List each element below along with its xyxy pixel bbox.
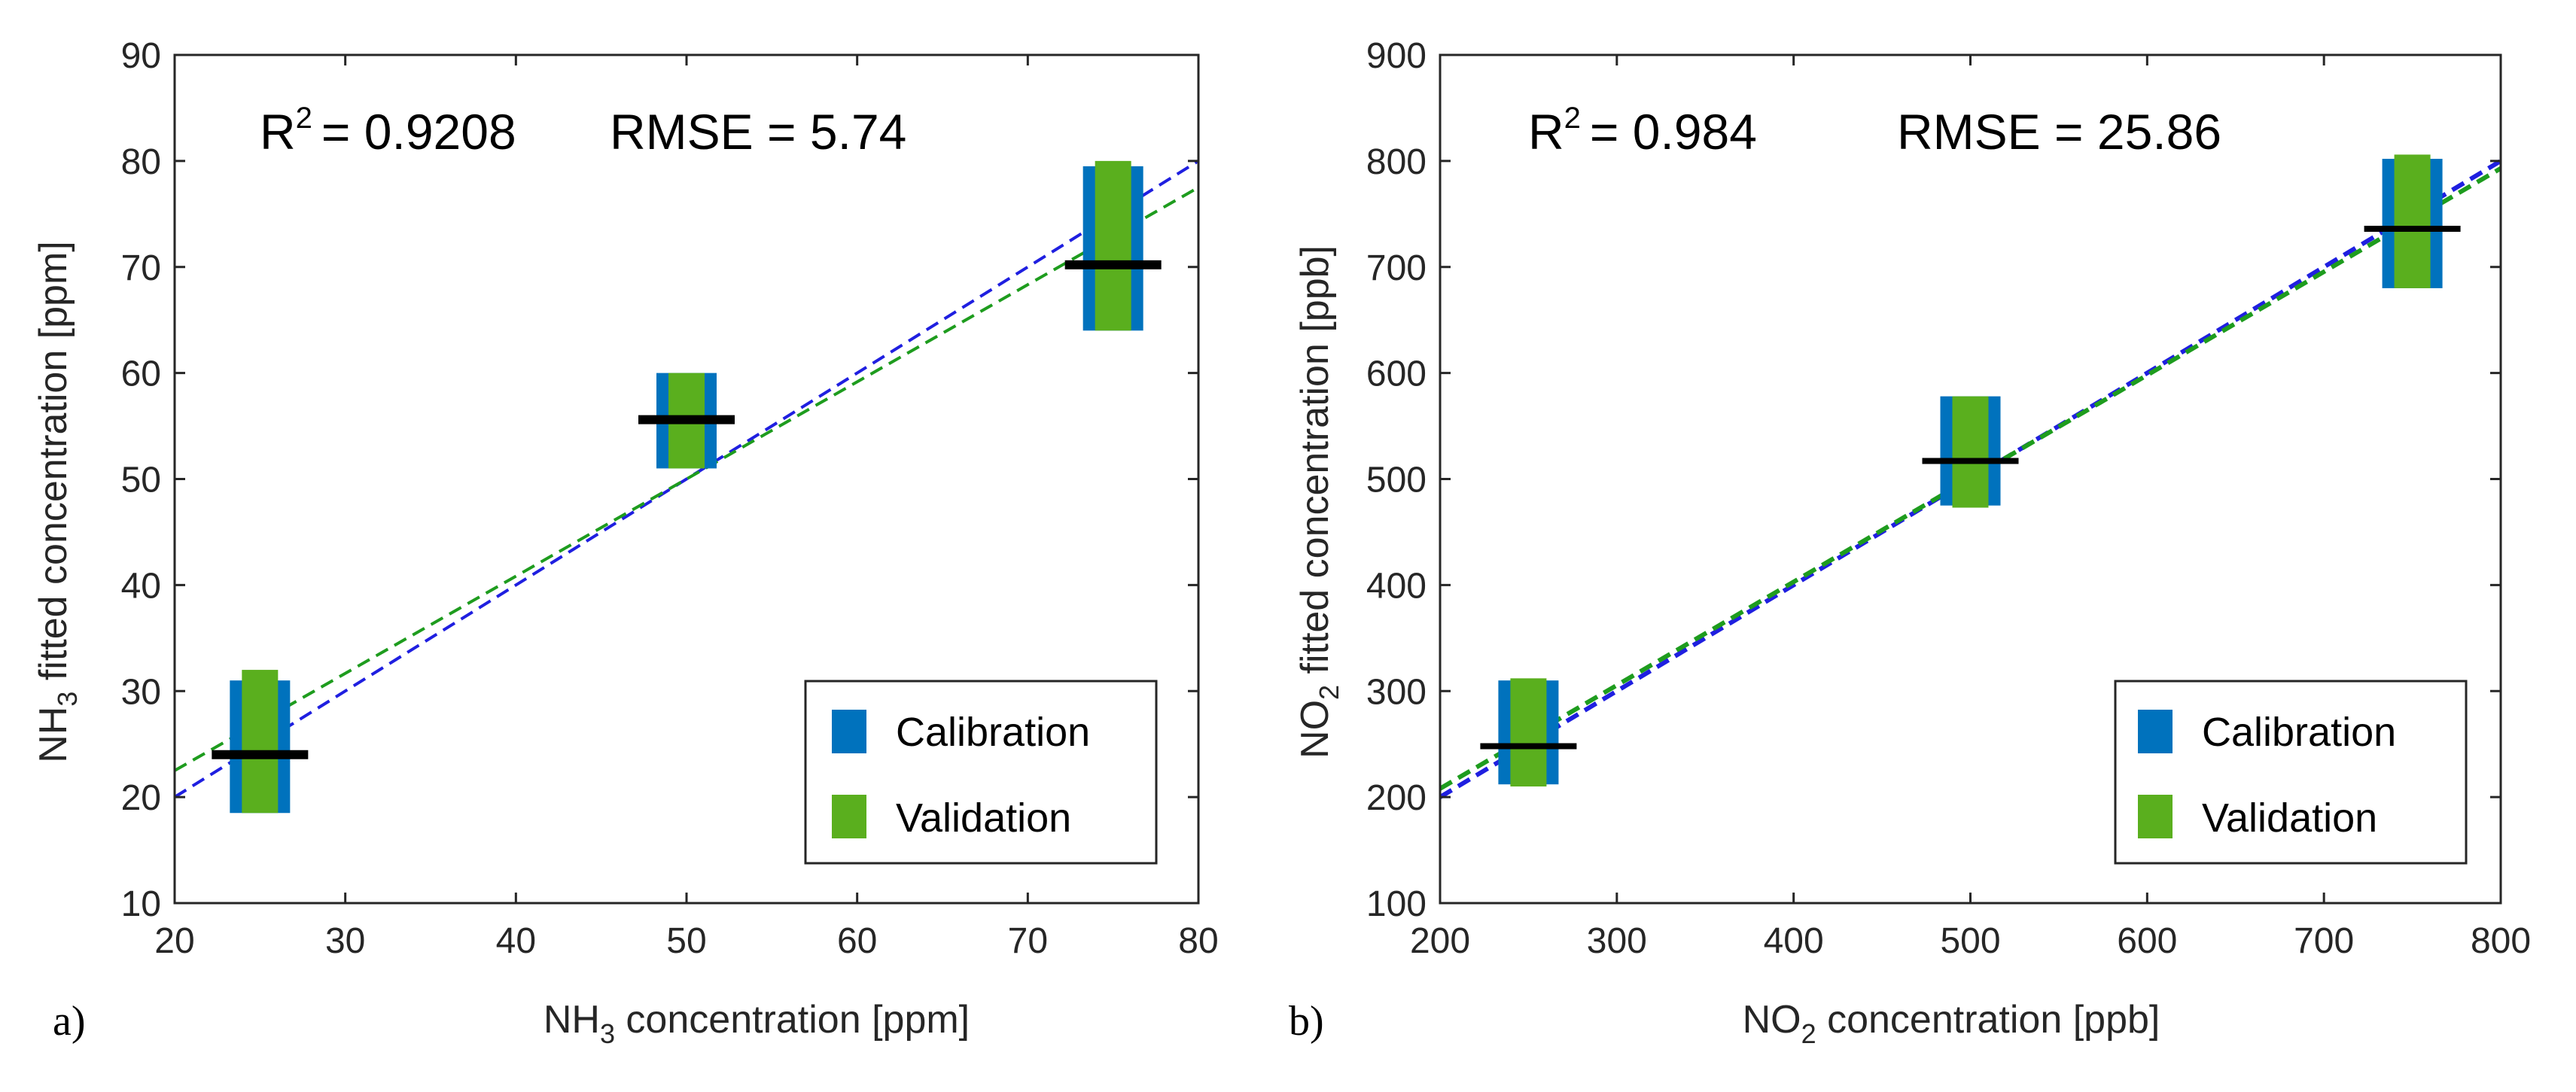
x-tick-label: 70: [1008, 921, 1048, 961]
x-tick-label: 600: [2117, 921, 2177, 961]
y-tick-label: 700: [1366, 248, 1427, 288]
validation-bar: [242, 670, 279, 814]
legend: Calibration Validation: [804, 680, 1158, 865]
legend-swatch-calibration: [2138, 710, 2173, 753]
y-tick-label: 10: [121, 884, 161, 924]
validation-bar: [1510, 678, 1547, 787]
x-tick-label: 400: [1764, 921, 1824, 961]
chart-no2: 200 300 400 500 600 700 8001002003004005006007…: [1289, 36, 2531, 1049]
validation-bar: [1095, 160, 1131, 331]
x-tick-label: 700: [2294, 921, 2354, 961]
range-bars: [1480, 154, 2461, 787]
y-tick-label: 400: [1366, 566, 1427, 606]
panel-label: a): [53, 998, 86, 1045]
validation-bar: [1952, 396, 1989, 508]
r2-label: R2 = 0.9208: [260, 102, 516, 160]
fit-lines: [173, 160, 1200, 798]
x-tick-label: 800: [2471, 921, 2531, 961]
y-axis-label: NH3 fitted concentration [ppm]: [32, 241, 83, 762]
legend-label-validation: Validation: [896, 795, 1071, 841]
y-tick-label: 100: [1366, 884, 1427, 924]
y-axis-label: NO2 fitted concentration [ppb]: [1293, 245, 1344, 759]
panel-label: b): [1289, 998, 1324, 1045]
x-tick-label: 60: [837, 921, 877, 961]
y-tick-label: 900: [1366, 36, 1427, 76]
rmse-label: RMSE = 5.74: [610, 104, 906, 160]
x-axis-label: NO2 concentration [ppb]: [1743, 998, 2160, 1049]
legend-label-validation: Validation: [2202, 795, 2377, 841]
validation-bar: [2394, 154, 2431, 288]
y-tick-label: 200: [1366, 778, 1427, 818]
y-tick-label: 50: [121, 461, 161, 500]
y-tick-label: 30: [121, 672, 161, 712]
legend-label-calibration: Calibration: [2202, 710, 2396, 755]
y-tick-label: 300: [1366, 672, 1427, 712]
y-tick-label: 800: [1366, 142, 1427, 182]
y-tick-label: 40: [121, 566, 161, 606]
legend-swatch-calibration: [832, 710, 866, 753]
y-tick-label: 60: [121, 354, 161, 394]
x-tick-label: 300: [1587, 921, 1647, 961]
fit-line-validation: [174, 186, 1199, 772]
y-tick-label: 90: [121, 36, 161, 76]
range-bars: [212, 160, 1162, 814]
legend-swatch-validation: [832, 795, 866, 838]
x-tick-label: 20: [154, 921, 194, 961]
r2-label: R2 = 0.984: [1528, 102, 1757, 160]
y-tick-label: 600: [1366, 354, 1427, 394]
y-tick-label: 500: [1366, 461, 1427, 500]
legend-swatch-validation: [2138, 795, 2173, 838]
legend: Calibration Validation: [2114, 680, 2468, 865]
y-tick-label: 80: [121, 142, 161, 182]
x-tick-label: 40: [496, 921, 536, 961]
legend-box: [2114, 680, 2468, 865]
x-tick-label: 500: [1940, 921, 2000, 961]
x-tick-label: 30: [325, 921, 365, 961]
x-axis-label: NH3 concentration [ppm]: [544, 998, 970, 1049]
legend-label-calibration: Calibration: [896, 710, 1090, 755]
rmse-label: RMSE = 25.86: [1897, 104, 2221, 160]
axis-ticks: 200 300 400 500 600 700 8001002003004005006007…: [1366, 36, 2531, 961]
y-tick-label: 70: [121, 248, 161, 288]
y-tick-label: 20: [121, 778, 161, 818]
x-tick-label: 200: [1410, 921, 1470, 961]
x-tick-label: 80: [1178, 921, 1218, 961]
x-tick-label: 50: [666, 921, 706, 961]
fit-line-calibration: [173, 160, 1200, 798]
